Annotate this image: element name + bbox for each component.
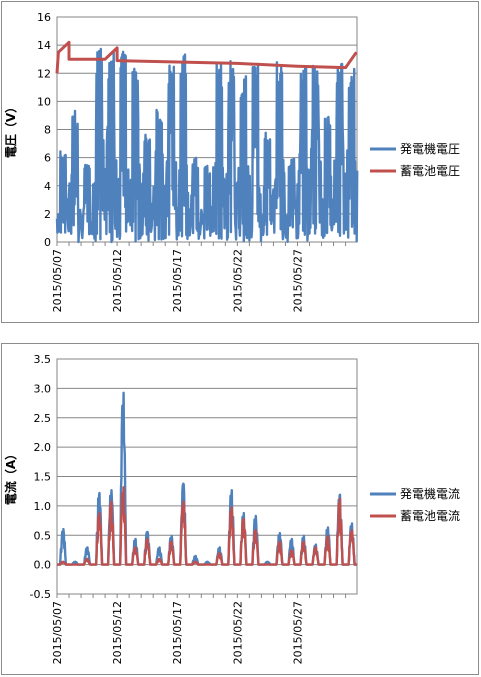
series-line-2	[56, 486, 358, 566]
y-tick-label: 2.0	[34, 441, 52, 454]
y-tick-label: 1.5	[34, 471, 52, 484]
y-tick-label: 2.5	[34, 412, 52, 425]
series-line-1	[55, 47, 359, 244]
y-tick-label: 3.5	[34, 353, 52, 366]
voltage-chart-panel: 0 2 4 6 8 10 12 14 16 電圧（V） 2015/05/07 2015/05/12 20…	[1, 1, 479, 323]
y-tick-label: 10	[37, 95, 51, 108]
legend-label-2: 蓄電池電流	[400, 509, 460, 523]
y-tick-label: 14	[37, 39, 51, 52]
y-axis-label: 電圧（V）	[3, 101, 18, 158]
x-tick-label: 2015/05/07	[51, 601, 64, 664]
x-tick-label: 2015/05/22	[231, 601, 244, 664]
y-tick-label: -0.5	[30, 588, 51, 601]
y-tick-label: 4	[44, 180, 51, 193]
x-tick-label: 2015/05/17	[171, 601, 184, 664]
legend-label-1: 発電機電流	[400, 486, 460, 501]
x-tick-label: 2015/05/22	[231, 249, 244, 312]
y-tick-label: 2	[44, 208, 51, 221]
y-tick-label: 16	[37, 11, 51, 24]
current-chart: -0.5 0.0 0.5 1.0 1.5 2.0 2.5 3.0 3.5 電流（A） 2015/05…	[3, 353, 460, 664]
x-tick-label: 2015/05/12	[111, 601, 124, 664]
y-tick-label: 0.5	[34, 529, 52, 542]
current-chart-panel: -0.5 0.0 0.5 1.0 1.5 2.0 2.5 3.0 3.5 電流（A） 2015/05…	[1, 343, 479, 675]
x-tick-label: 2015/05/27	[291, 601, 304, 664]
legend-label-1: 発電機電圧	[400, 141, 460, 156]
x-tick-label: 2015/05/12	[111, 249, 124, 312]
y-axis-label: 電流（A）	[3, 448, 18, 505]
y-tick-label: 8	[44, 124, 51, 137]
y-tick-label: 3.0	[34, 382, 52, 395]
x-tick-label: 2015/05/17	[171, 249, 184, 312]
y-tick-label: 1.0	[34, 500, 52, 513]
y-tick-label: 6	[44, 152, 51, 165]
x-tick-label: 2015/05/07	[51, 249, 64, 312]
legend-label-2: 蓄電池電圧	[400, 164, 460, 178]
y-tick-label: 12	[37, 67, 51, 80]
x-tick-label: 2015/05/27	[291, 249, 304, 312]
y-tick-label: 0.0	[34, 559, 52, 572]
voltage-chart: 0 2 4 6 8 10 12 14 16 電圧（V） 2015/05/07 2015/05/12 20…	[3, 11, 460, 312]
y-tick-label: 0	[44, 236, 51, 249]
series-line-2	[55, 40, 358, 74]
